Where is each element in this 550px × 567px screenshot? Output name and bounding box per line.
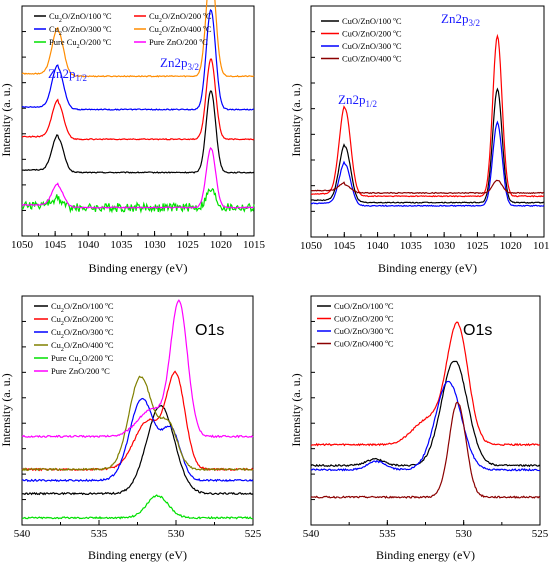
x-tick-label: 530	[455, 528, 472, 540]
x-tick-label: 540	[303, 528, 320, 540]
x-axis-title: Binding energy (eV)	[378, 261, 477, 275]
legend-entry: Cu2O/ZnO/100 ºC	[49, 11, 112, 24]
peak-annotation: O1s	[195, 322, 224, 339]
x-tick-label: 535	[91, 528, 108, 540]
y-axis-title: Intensity (a. u.)	[0, 83, 13, 156]
legend-entry: Pure ZnO/200 ºC	[149, 37, 208, 47]
series-line-3	[21, 397, 254, 483]
x-tick-label: 1015	[533, 240, 550, 252]
x-tick-label: 1040	[77, 239, 100, 251]
peak-annotation: Zn2p1/2	[338, 92, 377, 109]
legend-entry: CuO/ZnO/100 ºC	[334, 301, 394, 311]
y-axis-title: Intensity (a. u.)	[289, 83, 303, 156]
legend-entry: Pure Cu2O/200 ºC	[49, 37, 112, 50]
series-line-5	[21, 187, 255, 214]
series-line-5	[21, 494, 254, 520]
x-tick-label: 1020	[210, 239, 233, 251]
series-line-2	[21, 370, 254, 472]
series-line-3	[21, 8, 255, 111]
peak-annotation: Zn2p3/2	[160, 55, 199, 72]
legend-entry: Pure Cu2O/200 ºC	[51, 353, 114, 366]
x-tick-label: 540	[14, 528, 31, 540]
series-line-3	[310, 120, 545, 207]
legend-entry: Cu2O/ZnO/300 ºC	[49, 24, 112, 37]
series-line-2	[21, 58, 255, 141]
x-axis-title: Binding energy (eV)	[376, 548, 475, 562]
legend-entry: CuO/ZnO/300 ºC	[334, 326, 394, 336]
peak-annotation: O1s	[463, 322, 492, 339]
x-tick-label: 535	[379, 528, 396, 540]
series-line-2	[310, 321, 541, 447]
series-line-4	[310, 401, 541, 499]
chart-panel-4: 540 535 530 525 Binding energy (eV) Intensity…	[289, 295, 549, 562]
legend-entry: CuO/ZnO/300 ºC	[342, 41, 402, 51]
legend-entry: CuO/ZnO/400 ºC	[334, 339, 394, 349]
x-axis-title: Binding energy (eV)	[88, 261, 187, 275]
legend-entry: Cu2O/ZnO/200 ºC	[51, 314, 114, 327]
series-line-4	[310, 179, 545, 195]
chart-panel-2: 1050 1045 1040 1035 1030 1025 1020 1015 Binding …	[289, 5, 550, 275]
x-tick-label: 1030	[433, 240, 456, 252]
peak-annotation: Zn2p3/2	[441, 11, 480, 28]
chart-panel-3: 540 535 530 525 Binding energy (eV) Intensity…	[0, 295, 262, 562]
series-line-1	[310, 87, 545, 204]
x-tick-label: 1050	[300, 240, 323, 252]
series-line-4	[21, 375, 254, 472]
x-tick-label: 530	[168, 528, 185, 540]
legend-entry: Cu2O/ZnO/100 ºC	[51, 301, 114, 314]
x-tick-label: 1045	[44, 239, 67, 251]
legend-entry: Cu2O/ZnO/400 ºC	[51, 340, 114, 353]
legend-entry: Pure ZnO/200 ºC	[51, 366, 110, 376]
y-axis-title: Intensity (a. u.)	[0, 373, 13, 446]
legend-entry: CuO/ZnO/200 ºC	[342, 29, 402, 39]
x-tick-label: 1035	[400, 240, 423, 252]
chart-panel-1: 1050 1045 1040 1035 1030 1025 1020 1015 Binding …	[0, 0, 266, 275]
legend-entry: Cu2O/ZnO/200 ºC	[149, 11, 212, 24]
x-axis-title: Binding energy (eV)	[88, 548, 187, 562]
x-tick-label: 525	[532, 528, 549, 540]
series-line-1	[310, 360, 541, 468]
legend-entry: CuO/ZnO/200 ºC	[334, 314, 394, 324]
x-tick-label: 1040	[367, 240, 390, 252]
legend-entry: CuO/ZnO/400 ºC	[342, 54, 402, 64]
series-line-6	[21, 146, 254, 209]
legend-entry: Cu2O/ZnO/300 ºC	[51, 327, 114, 340]
legend-entry: Cu2O/ZnO/400 ºC	[149, 24, 212, 37]
y-axis-title: Intensity (a. u.)	[289, 373, 303, 446]
peak-annotation: Zn2p1/2	[48, 66, 87, 83]
series-line-3	[310, 380, 541, 472]
x-tick-label: 1045	[333, 240, 356, 252]
series-line-2	[310, 33, 545, 198]
legend-entry: CuO/ZnO/100 ºC	[342, 16, 402, 26]
x-tick-label: 1025	[177, 239, 200, 251]
x-tick-label: 1030	[144, 239, 167, 251]
x-tick-label: 525	[245, 528, 262, 540]
series-line-6	[21, 299, 254, 439]
x-tick-label: 1035	[110, 239, 133, 251]
x-tick-label: 1015	[243, 239, 266, 251]
series-line-4	[21, 0, 255, 78]
x-tick-label: 1050	[11, 239, 34, 251]
x-tick-label: 1020	[500, 240, 523, 252]
x-tick-label: 1025	[466, 240, 489, 252]
series-line-1	[21, 90, 255, 174]
series-line-1	[21, 404, 254, 496]
